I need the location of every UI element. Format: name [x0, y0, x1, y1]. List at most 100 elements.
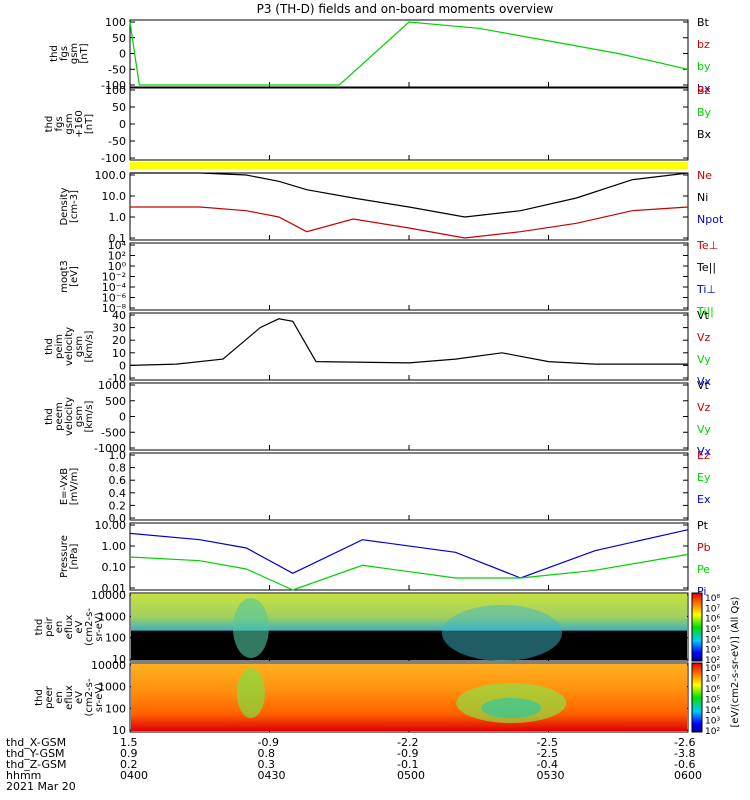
legend-entry: Bz: [697, 84, 711, 97]
panel-ispec: 10000 1000 100 10 thd peir en eflux eV (cm2-s-sr-…: [34, 589, 689, 666]
legend-entry: By: [697, 106, 712, 119]
series-lines: [129, 21, 689, 591]
y-tick-label: 10⁴: [108, 239, 127, 252]
legend-entry: Ti||: [696, 305, 714, 318]
colorbar-tick-label: 10⁴: [705, 635, 720, 645]
colorbar-tick-label: 10⁵: [705, 625, 720, 635]
series-density-Ne: [130, 206, 689, 239]
y-tick-label: 1000: [98, 681, 126, 694]
y-tick-label: 10²: [108, 250, 126, 263]
y-axis-label: velocity: [64, 397, 75, 436]
y-axis-label: peim: [54, 334, 65, 359]
y-axis-label: thd: [34, 619, 45, 636]
y-tick-label: 10⁻²: [102, 271, 126, 284]
y-tick-label: 10: [112, 347, 126, 360]
y-tick-label: 0: [119, 359, 126, 372]
panel-espec: 10000 1000 100 10 thd peer en eflux eV (cm2-s-sr-…: [34, 659, 689, 737]
series-density-Ni: [130, 172, 689, 218]
x-axis-value: -2.5: [537, 747, 558, 760]
series-ivel-Vt: [129, 318, 688, 366]
y-tick-label: 10.00: [95, 519, 127, 532]
y-axis-label: fgs: [59, 46, 70, 61]
y-tick-label: 1.0: [109, 449, 127, 462]
y-axis-label: moqt3: [59, 260, 70, 293]
x-axis-row-label: thd_Z-GSM: [6, 758, 66, 771]
x-axis-value: 0400: [120, 769, 148, 782]
y-axis-label: fgs: [54, 116, 65, 131]
colorbar-strip: [691, 662, 703, 733]
colorbar-tick-label: 10⁵: [705, 696, 720, 706]
legend-entry: Bx: [697, 128, 712, 141]
x-axis-value: -3.8: [674, 747, 695, 760]
y-tick-label: 10: [112, 724, 126, 737]
panel-frame: [129, 87, 689, 161]
y-tick-label: 40: [112, 309, 126, 322]
y-axis-label: Density: [59, 187, 70, 225]
y-tick-label: 100.0: [95, 169, 127, 182]
y-axis-label: thd: [44, 116, 55, 133]
ion-spectrogram-feature: [232, 598, 269, 658]
x-axis-row-label: thd_X-GSM: [6, 736, 66, 749]
y-axis-label: E=-VxB: [59, 468, 70, 505]
y-tick-label: 0.0: [109, 512, 127, 525]
panel-density: 100.0 10.0 1.0 0.1 Density [cm-3] Ne Ni Npot: [59, 169, 724, 245]
y-tick-label: 0.2: [109, 499, 127, 512]
colorbar-tick-label: 10⁴: [705, 706, 720, 716]
x-axis-value: -0.6: [674, 758, 695, 771]
y-tick-label: 100: [105, 702, 126, 715]
colorbar-tick-label: 10⁸: [705, 664, 720, 674]
legend-entry: Te⊥: [696, 239, 718, 252]
colorbar-label: [eV/(cm2-s-sr-eV)] (All Qs): [730, 596, 741, 727]
ion-spectrogram-feature: [442, 605, 562, 661]
legend-entry: Vt: [697, 379, 710, 392]
y-axis-label: velocity: [64, 327, 75, 366]
y-tick-label: 0.10: [102, 561, 127, 574]
y-tick-label: -10: [108, 372, 126, 385]
ion-spectrogram-fill: [131, 594, 687, 660]
y-axis-label: [km/s]: [84, 330, 95, 362]
x-axis-value: 0600: [674, 769, 702, 782]
y-tick-label: -50: [108, 63, 126, 76]
panel-frame: [129, 522, 689, 591]
panel-pressure: 10.00 1.00 0.10 0.01 Pressure [nPa] Pt Pb Pe Pi: [59, 519, 711, 598]
y-axis-label: [nT]: [84, 114, 95, 134]
panel-frame: [129, 452, 689, 521]
colorbar-strip: [691, 592, 703, 662]
y-tick-label: 30: [112, 322, 126, 335]
colorbar-tick-label: 10²: [705, 656, 720, 666]
y-axis-label: peer: [44, 685, 55, 709]
y-tick-label: 10.0: [102, 190, 127, 203]
colorbar-tick-label: 10⁶: [705, 685, 720, 695]
y-tick-label: 10000: [91, 659, 126, 672]
legend-entry: Vy: [697, 353, 711, 366]
x-axis-value: 0530: [537, 769, 565, 782]
x-axis-value: -2.6: [674, 736, 695, 749]
y-tick-label: 10000: [91, 589, 126, 602]
colorbar-tick-label: 10⁷: [705, 675, 720, 685]
legend-entry: by: [697, 60, 711, 73]
y-tick-label: 10⁻⁶: [102, 292, 127, 305]
y-tick-label: 10: [112, 653, 126, 666]
legend-entry: Ti⊥: [696, 283, 716, 296]
panel-efield: 1.00.80.60.40.20.0 E=-VxB [mV/m] Ez Ey Ex: [59, 449, 711, 525]
y-tick-label: 100: [105, 632, 126, 645]
electron-spectrogram-fill: [131, 664, 687, 731]
y-tick-label: 10⁰: [108, 260, 127, 273]
y-tick-label: 50: [112, 32, 126, 45]
y-tick-label: 10⁻⁸: [102, 302, 127, 315]
series-fgs-by: [129, 21, 689, 86]
y-axis-label: [mV/m]: [69, 468, 80, 506]
y-axis-label: gsm: [74, 406, 85, 427]
series-pressure-Pe: [129, 553, 689, 591]
y-axis-label: peem: [54, 402, 65, 430]
y-axis-label: sr-eV): [94, 612, 105, 641]
y-axis-label: eV: [74, 620, 85, 633]
y-axis-label: [cm-3]: [69, 190, 80, 223]
x-axis-value: 0430: [258, 769, 286, 782]
y-axis-label: [nT]: [79, 43, 90, 63]
legend-entry: Ey: [697, 471, 711, 484]
y-tick-label: 1.0: [109, 211, 127, 224]
y-tick-label: 20: [112, 334, 126, 347]
legend-entry: Vx: [697, 375, 712, 388]
